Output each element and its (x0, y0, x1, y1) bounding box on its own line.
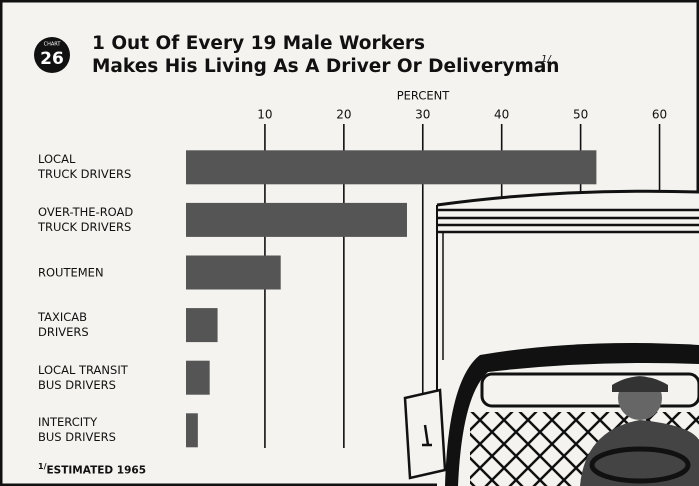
x-tick-label: 50 (573, 108, 588, 122)
category-label: LOCAL TRUCK DRIVERS (38, 152, 132, 182)
category-label: OVER-THE-ROAD TRUCK DRIVERS (38, 204, 134, 234)
door-handle (422, 424, 432, 447)
truck-roof (436, 189, 699, 207)
bar (186, 360, 210, 395)
bar (186, 413, 198, 448)
chart-title: 1 Out Of Every 19 Male Workers Makes His… (92, 33, 560, 77)
door (403, 388, 447, 480)
driver-body (580, 420, 699, 486)
category-label: TAXICAB DRIVERS (38, 310, 89, 340)
footnote: 1/ESTIMATED 1965 (38, 462, 146, 477)
bar (186, 255, 281, 290)
driver-cap (612, 376, 668, 392)
bar (186, 150, 597, 185)
bar (186, 308, 218, 343)
steering-wheel (589, 446, 691, 484)
footnote-text: ESTIMATED 1965 (46, 464, 147, 477)
x-tick-label: 60 (652, 108, 667, 122)
badge-number: 26 (40, 49, 64, 69)
category-label: INTERCITY BUS DRIVERS (38, 415, 116, 445)
title-footnote-marker: 1/ (541, 54, 551, 65)
bar (186, 202, 407, 237)
x-tick-label: 10 (257, 108, 272, 122)
x-tick-label: 30 (415, 108, 430, 122)
footnote-marker: 1/ (38, 462, 47, 471)
x-axis-label: PERCENT (397, 89, 451, 103)
x-tick-label: 40 (494, 108, 509, 122)
category-label: ROUTEMEN (38, 265, 104, 279)
category-label: LOCAL TRANSIT BUS DRIVERS (38, 362, 128, 392)
badge (34, 37, 70, 73)
roof-stripes (437, 208, 699, 234)
badge-label: CHART (44, 42, 62, 48)
x-tick-label: 20 (336, 108, 351, 122)
